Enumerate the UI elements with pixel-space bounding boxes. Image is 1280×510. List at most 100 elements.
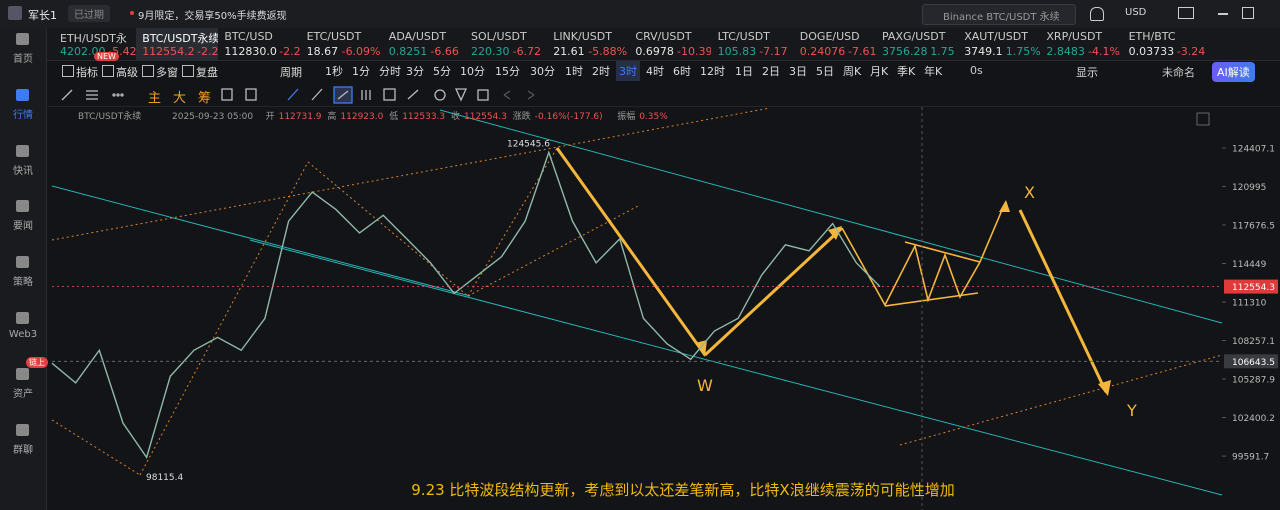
ticker-change: -2.28% [196,45,219,58]
tool-button[interactable]: 多窗 [156,66,178,79]
sidebar-label[interactable]: 资产 [13,388,33,400]
ticker[interactable]: LINK/USDT 21.61 -5.88% [547,28,629,60]
minimize[interactable] [1218,13,1228,15]
ticker[interactable]: PAXG/USDT 3756.28 1.75 [876,28,958,60]
currency[interactable]: USD [1125,7,1147,18]
ticker-symbol: CRV/USDT [635,30,692,43]
ticker-symbol: ETC/USDT [306,30,362,43]
y-tick-label: 114449 [1232,260,1267,270]
trend-line [467,147,558,297]
period-label[interactable]: 周期 [280,66,302,79]
user-name[interactable]: 军长1 [28,9,57,22]
trend-line [51,107,771,241]
layout-name[interactable]: 未命名 [1162,66,1195,79]
ticker-price: 3749.1 [964,45,1003,58]
fullscreen-icon[interactable] [1196,112,1210,126]
ticker[interactable]: ETH/BTC 0.03733 -3.24 [1123,28,1205,60]
ohlc-info: 112554.3 [464,112,507,122]
price-chart[interactable]: 124407.1 120995 117676.5 114449 111310 108257… [46,107,1280,510]
sidebar-label[interactable]: 首页 [13,54,33,65]
sidebar-label[interactable]: 要闻 [13,221,33,233]
period-button[interactable]: 3时 [616,61,640,81]
tool-icon[interactable] [62,65,74,77]
triangle-edge [884,292,979,307]
sidebar-label[interactable]: 群聊 [13,444,33,456]
wave-arrow [979,202,1006,263]
period-button[interactable]: 12时 [700,65,725,78]
tool-button[interactable]: 复盘 [196,66,218,79]
arrow-head [828,226,842,240]
period-button[interactable]: 1秒 [325,65,343,78]
indicator-toggle[interactable]: 大 [173,91,187,106]
period-button[interactable]: 5分 [433,65,451,78]
sidebar-icon[interactable] [16,144,29,157]
period-button[interactable]: 2日 [762,65,780,78]
ticker[interactable]: DOGE/USD 0.24076 -7.61 [794,28,876,60]
sidebar-icon[interactable] [16,312,29,324]
bell-icon[interactable] [1090,7,1104,21]
draw-toolbar: 主大筹 [46,84,1280,107]
ticker-symbol: PAXG/USDT [882,30,946,43]
indicator-toggle[interactable]: 筹 [198,91,212,106]
sidebar-label[interactable]: Web3 [8,329,38,340]
mail-icon[interactable] [1178,7,1194,19]
ticker-change: -6.66 [430,45,459,58]
ticker-change: 1.75 [930,45,955,58]
tool-button[interactable]: 指标 [76,66,98,79]
tool-icon[interactable] [142,65,154,77]
period-button[interactable]: 5日 [816,65,834,78]
sidebar-label[interactable]: 策略 [13,277,33,289]
period-button[interactable]: 10分 [460,65,485,78]
avatar[interactable] [8,6,22,20]
ohlc-info: -0.16%(-177.6) [535,112,603,122]
period-button[interactable]: 4时 [646,65,664,78]
tool-icon[interactable] [102,65,114,77]
ticker-price: 105.83 [717,45,757,58]
ticker[interactable]: LTC/USDT 105.83 -7.17 [712,28,794,60]
period-button[interactable]: 1日 [735,65,753,78]
sidebar-label[interactable]: 行情 [13,109,33,121]
ticker-change: -6.09% [341,45,381,58]
period-button[interactable]: 季K [897,65,916,78]
ai-button[interactable]: AI解读 [1212,62,1255,82]
maximize[interactable] [1242,7,1254,19]
ticker[interactable]: XAUT/USDT 3749.1 1.75% [958,28,1040,60]
last-price-box [1224,279,1278,294]
period-button[interactable]: 30分 [530,65,555,78]
period-button[interactable]: 2时 [592,65,610,78]
ticker[interactable]: BTC/USD 112830.0 -2.2 [218,28,300,60]
period-button[interactable]: 月K [870,65,889,78]
ticker[interactable]: SOL/USDT 220.30 -6.72 [465,28,547,60]
indicator-toggle[interactable]: 主 [148,91,162,106]
sidebar-icon[interactable] [16,88,29,101]
sidebar-icon[interactable] [16,367,29,380]
tool-button[interactable]: 高级 [116,66,138,79]
sidebar-icon[interactable] [16,33,29,45]
period-button[interactable]: 1分 [352,65,370,78]
ohlc-info: 2025-09-23 05:00 [172,112,253,122]
period-button[interactable]: 分时 [379,65,401,78]
display-button[interactable]: 显示 [1076,66,1098,79]
period-button[interactable]: 3日 [789,65,807,78]
sidebar-icon[interactable] [16,200,29,213]
ticker[interactable]: ADA/USDT 0.8251 -6.66 [383,28,465,60]
notice[interactable]: 9月限定，交易享50%手续费返现 [138,11,287,22]
tool-icon[interactable] [182,65,194,77]
sidebar-icon[interactable] [16,423,29,436]
search-box[interactable]: Binance BTC/USDT 永续 [922,4,1076,25]
period-button[interactable]: 1时 [565,65,583,78]
crosshair-label: 106643.5 [1232,358,1275,368]
crosshair-box [1224,354,1278,369]
period-button[interactable]: 6时 [673,65,691,78]
ticker[interactable]: CRV/USDT 0.6978 -10.39 [629,28,711,60]
sidebar-label[interactable]: 快讯 [13,165,33,177]
sidebar-icon[interactable] [16,256,29,269]
period-button[interactable]: 年K [924,65,943,78]
period-button[interactable]: 15分 [495,65,520,78]
ohlc-info: 112731.9 [279,112,322,122]
ticker[interactable]: ETC/USDT 18.67 -6.09% [301,28,383,60]
period-button[interactable]: 周K [843,65,862,78]
period-button[interactable]: 3分 [406,65,424,78]
ticker[interactable]: XRP/USDT 2.8483 -4.1% [1040,28,1122,60]
